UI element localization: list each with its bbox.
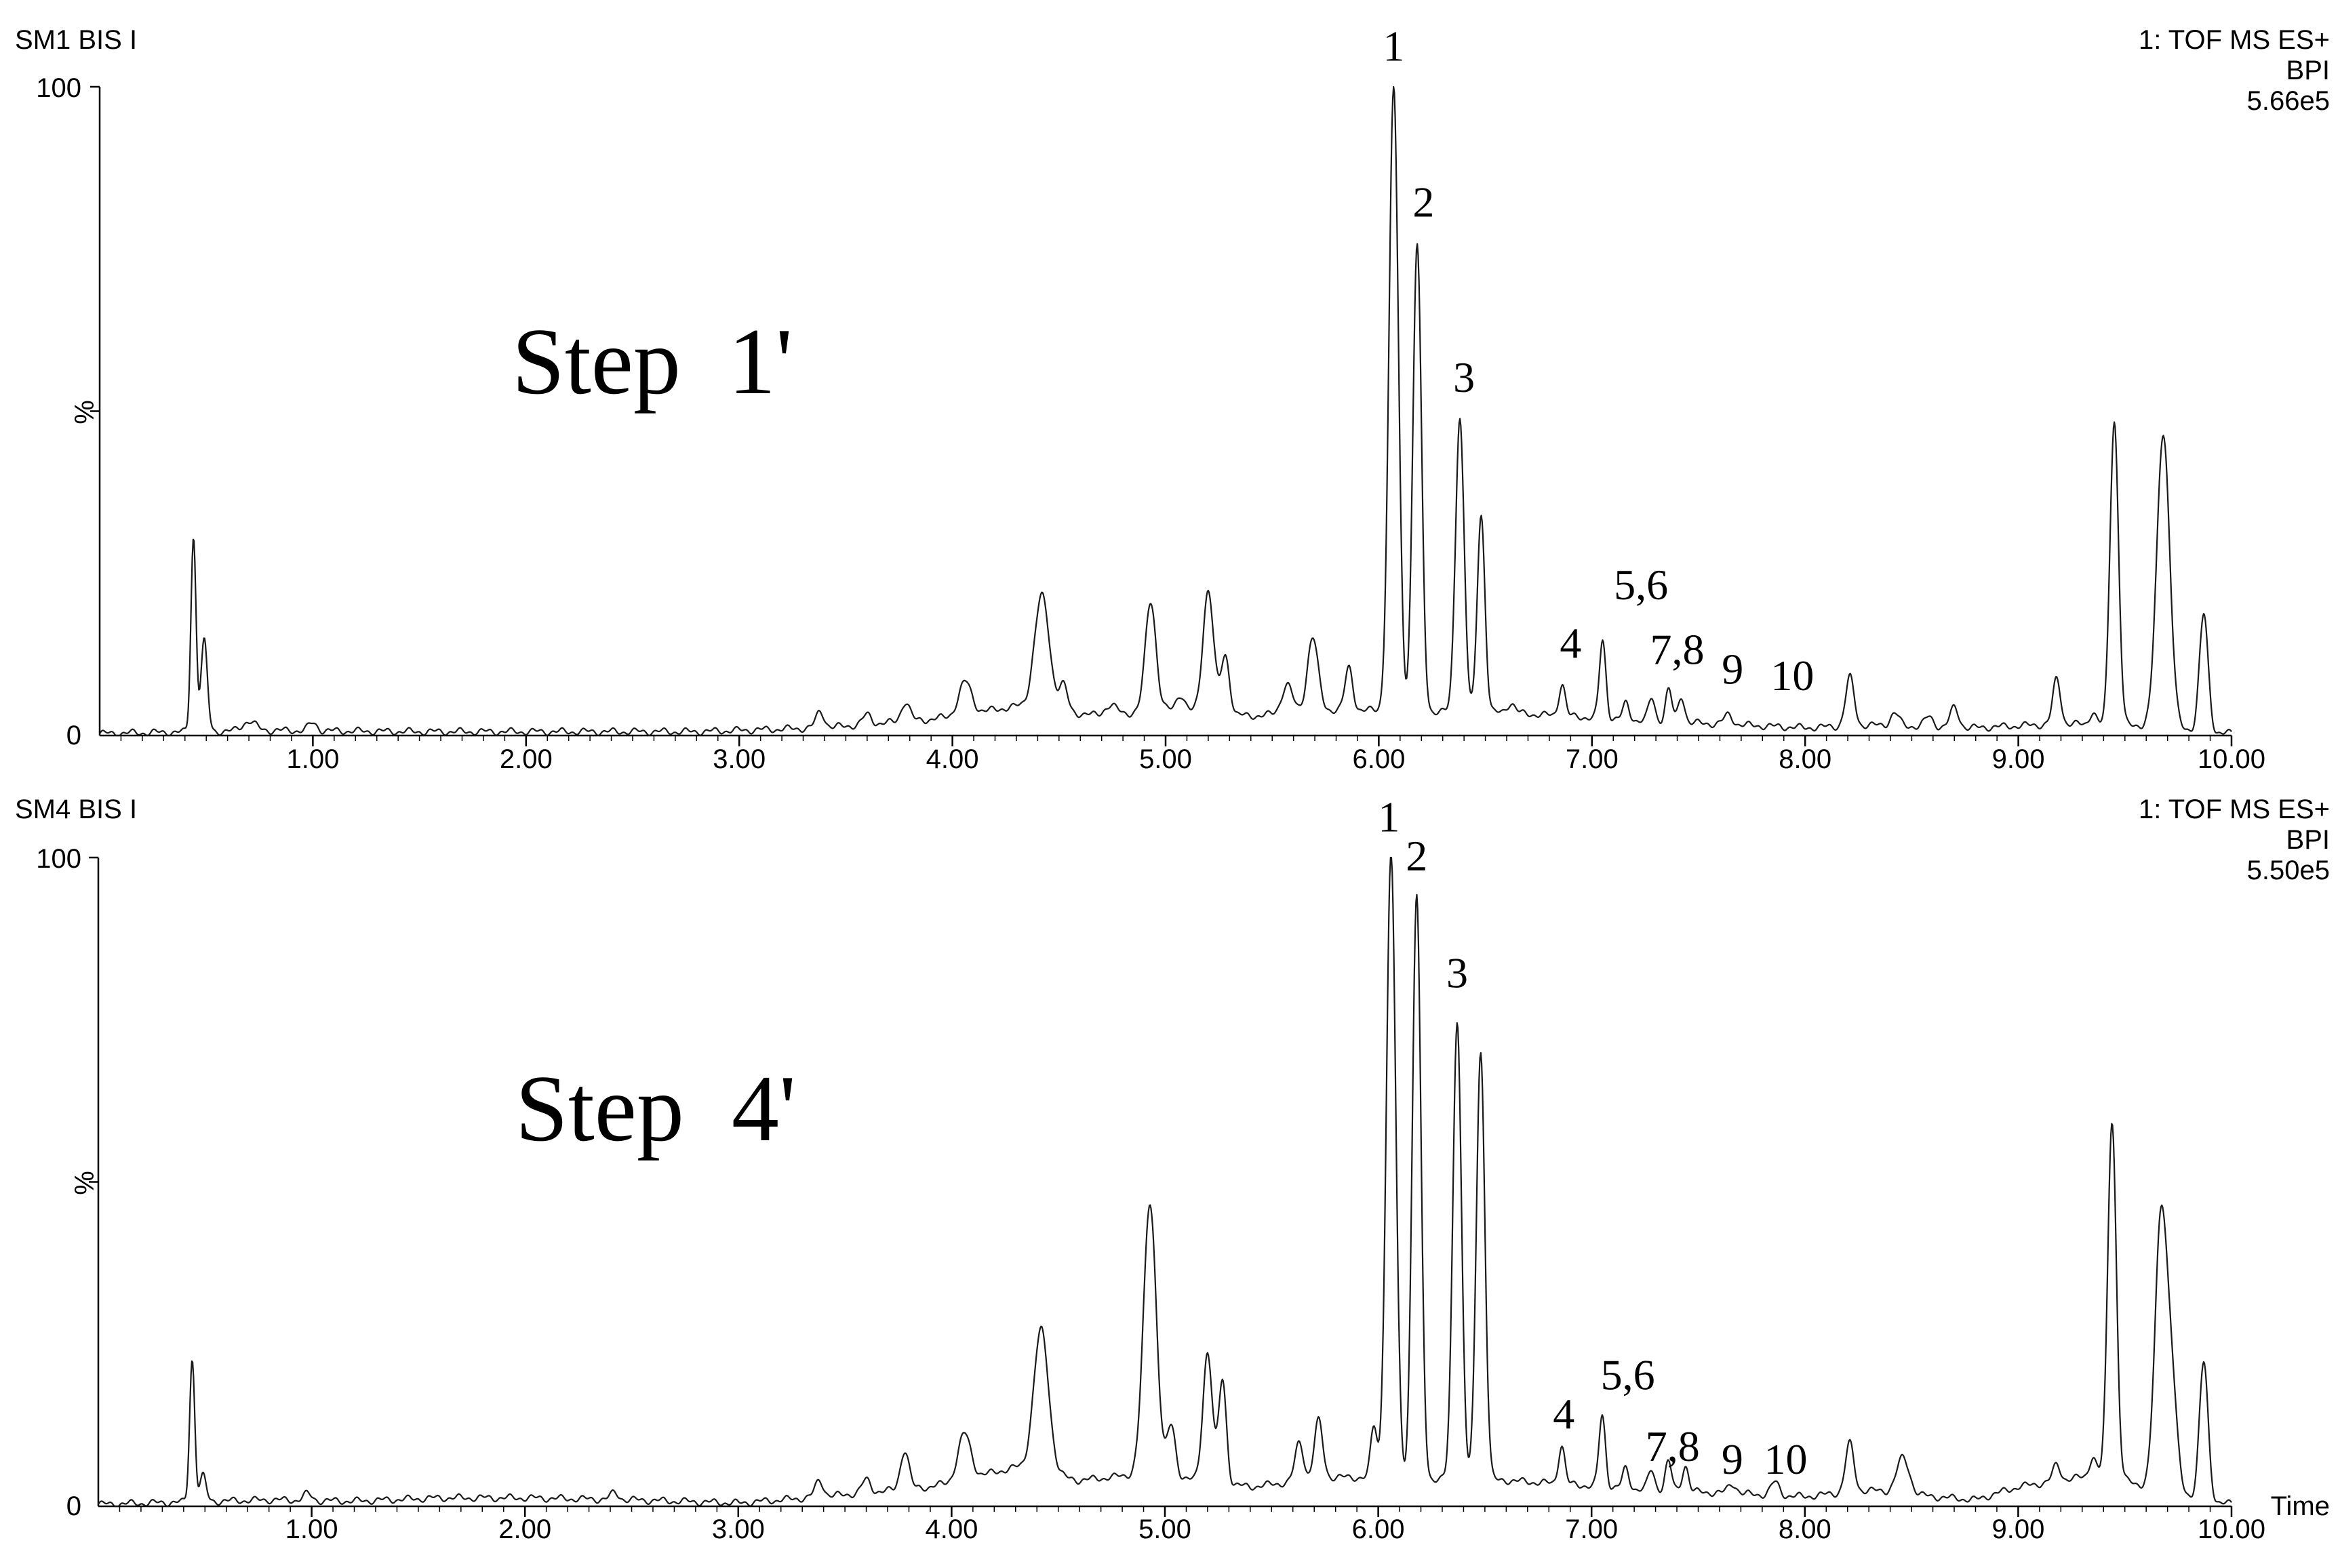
- x-tick-labels: 1.00 2.00 3.00 4.00 5.00 6.00 7.00 8.00 …: [286, 744, 2265, 774]
- peak-label: 5,6: [1601, 1351, 1655, 1399]
- info-line-3: 5.50e5: [2247, 856, 2330, 885]
- x-tick-label: 8.00: [1779, 1514, 1831, 1544]
- peak-label: 3: [1453, 353, 1475, 401]
- x-tick-label: 6.00: [1352, 744, 1405, 774]
- peak-label: 10: [1770, 651, 1814, 700]
- peak-label: 2: [1406, 832, 1427, 880]
- y-axis-label: %: [70, 400, 100, 424]
- peak-label: 3: [1446, 948, 1468, 997]
- peak-label: 9: [1722, 645, 1743, 693]
- trace-name: SM4 BIS I: [15, 795, 137, 824]
- x-tick-label: 2.00: [500, 744, 553, 774]
- chromatogram-trace: [98, 856, 2232, 1508]
- x-axis-label: Time: [2271, 1491, 2330, 1521]
- chromatogram-panel-top: SM1 BIS I 1: TOF MS ES+ BPI 5.66e5 Step …: [15, 22, 2330, 774]
- info-line-2: BPI: [2286, 56, 2330, 85]
- x-tick-labels: 1.00 2.00 3.00 4.00 5.00 6.00 7.00 8.00 …: [285, 1514, 2265, 1544]
- x-tick-label: 10.00: [2198, 744, 2265, 774]
- chromatogram-panel-bottom: SM4 BIS I 1: TOF MS ES+ BPI 5.50e5 Step …: [15, 793, 2330, 1544]
- x-tick-label: 10.00: [2198, 1514, 2265, 1544]
- x-tick-label: 3.00: [712, 1514, 765, 1544]
- info-line-3: 5.66e5: [2247, 86, 2330, 116]
- peak-label: 7,8: [1650, 626, 1705, 674]
- x-tick-label: 1.00: [286, 744, 339, 774]
- x-tick-label: 4.00: [925, 1514, 978, 1544]
- x-tick-label: 7.00: [1565, 1514, 1618, 1544]
- info-line-1: 1: TOF MS ES+: [2139, 795, 2330, 824]
- y-axis-label: %: [70, 1171, 100, 1195]
- step-label: Step 1': [512, 309, 793, 414]
- y-axis-bottom-tick: 0: [66, 721, 81, 750]
- x-tick-label: 9.00: [1991, 1514, 2044, 1544]
- peak-label: 9: [1722, 1435, 1743, 1483]
- y-axis-bottom-tick: 0: [66, 1491, 81, 1521]
- peak-label: 2: [1412, 178, 1434, 226]
- x-tick-label: 1.00: [285, 1514, 338, 1544]
- info-line-2: BPI: [2286, 825, 2330, 855]
- trace-name: SM1 BIS I: [15, 25, 137, 55]
- peak-label: 4: [1560, 619, 1581, 667]
- x-tick-label: 3.00: [713, 744, 766, 774]
- peak-label: 1: [1378, 793, 1400, 841]
- x-tick-label: 7.00: [1566, 744, 1619, 774]
- x-tick-label: 6.00: [1352, 1514, 1405, 1544]
- peak-label: 5,6: [1614, 561, 1668, 609]
- x-tick-label: 5.00: [1138, 1514, 1191, 1544]
- x-tick-label: 2.00: [498, 1514, 551, 1544]
- x-tick-label: 4.00: [926, 744, 979, 774]
- peak-label: 7,8: [1646, 1422, 1700, 1470]
- peak-label: 4: [1553, 1390, 1574, 1438]
- step-label: Step 4': [515, 1056, 796, 1161]
- y-axis-top-tick: 100: [36, 844, 81, 874]
- x-tick-label: 5.00: [1139, 744, 1192, 774]
- y-axis-top-tick: 100: [36, 73, 81, 103]
- x-tick-label: 9.00: [1992, 744, 2045, 774]
- chromatogram-trace: [99, 85, 2232, 737]
- info-line-1: 1: TOF MS ES+: [2139, 25, 2330, 55]
- peak-label: 10: [1764, 1435, 1807, 1483]
- peak-label: 1: [1383, 22, 1404, 71]
- x-tick-label: 8.00: [1779, 744, 1831, 774]
